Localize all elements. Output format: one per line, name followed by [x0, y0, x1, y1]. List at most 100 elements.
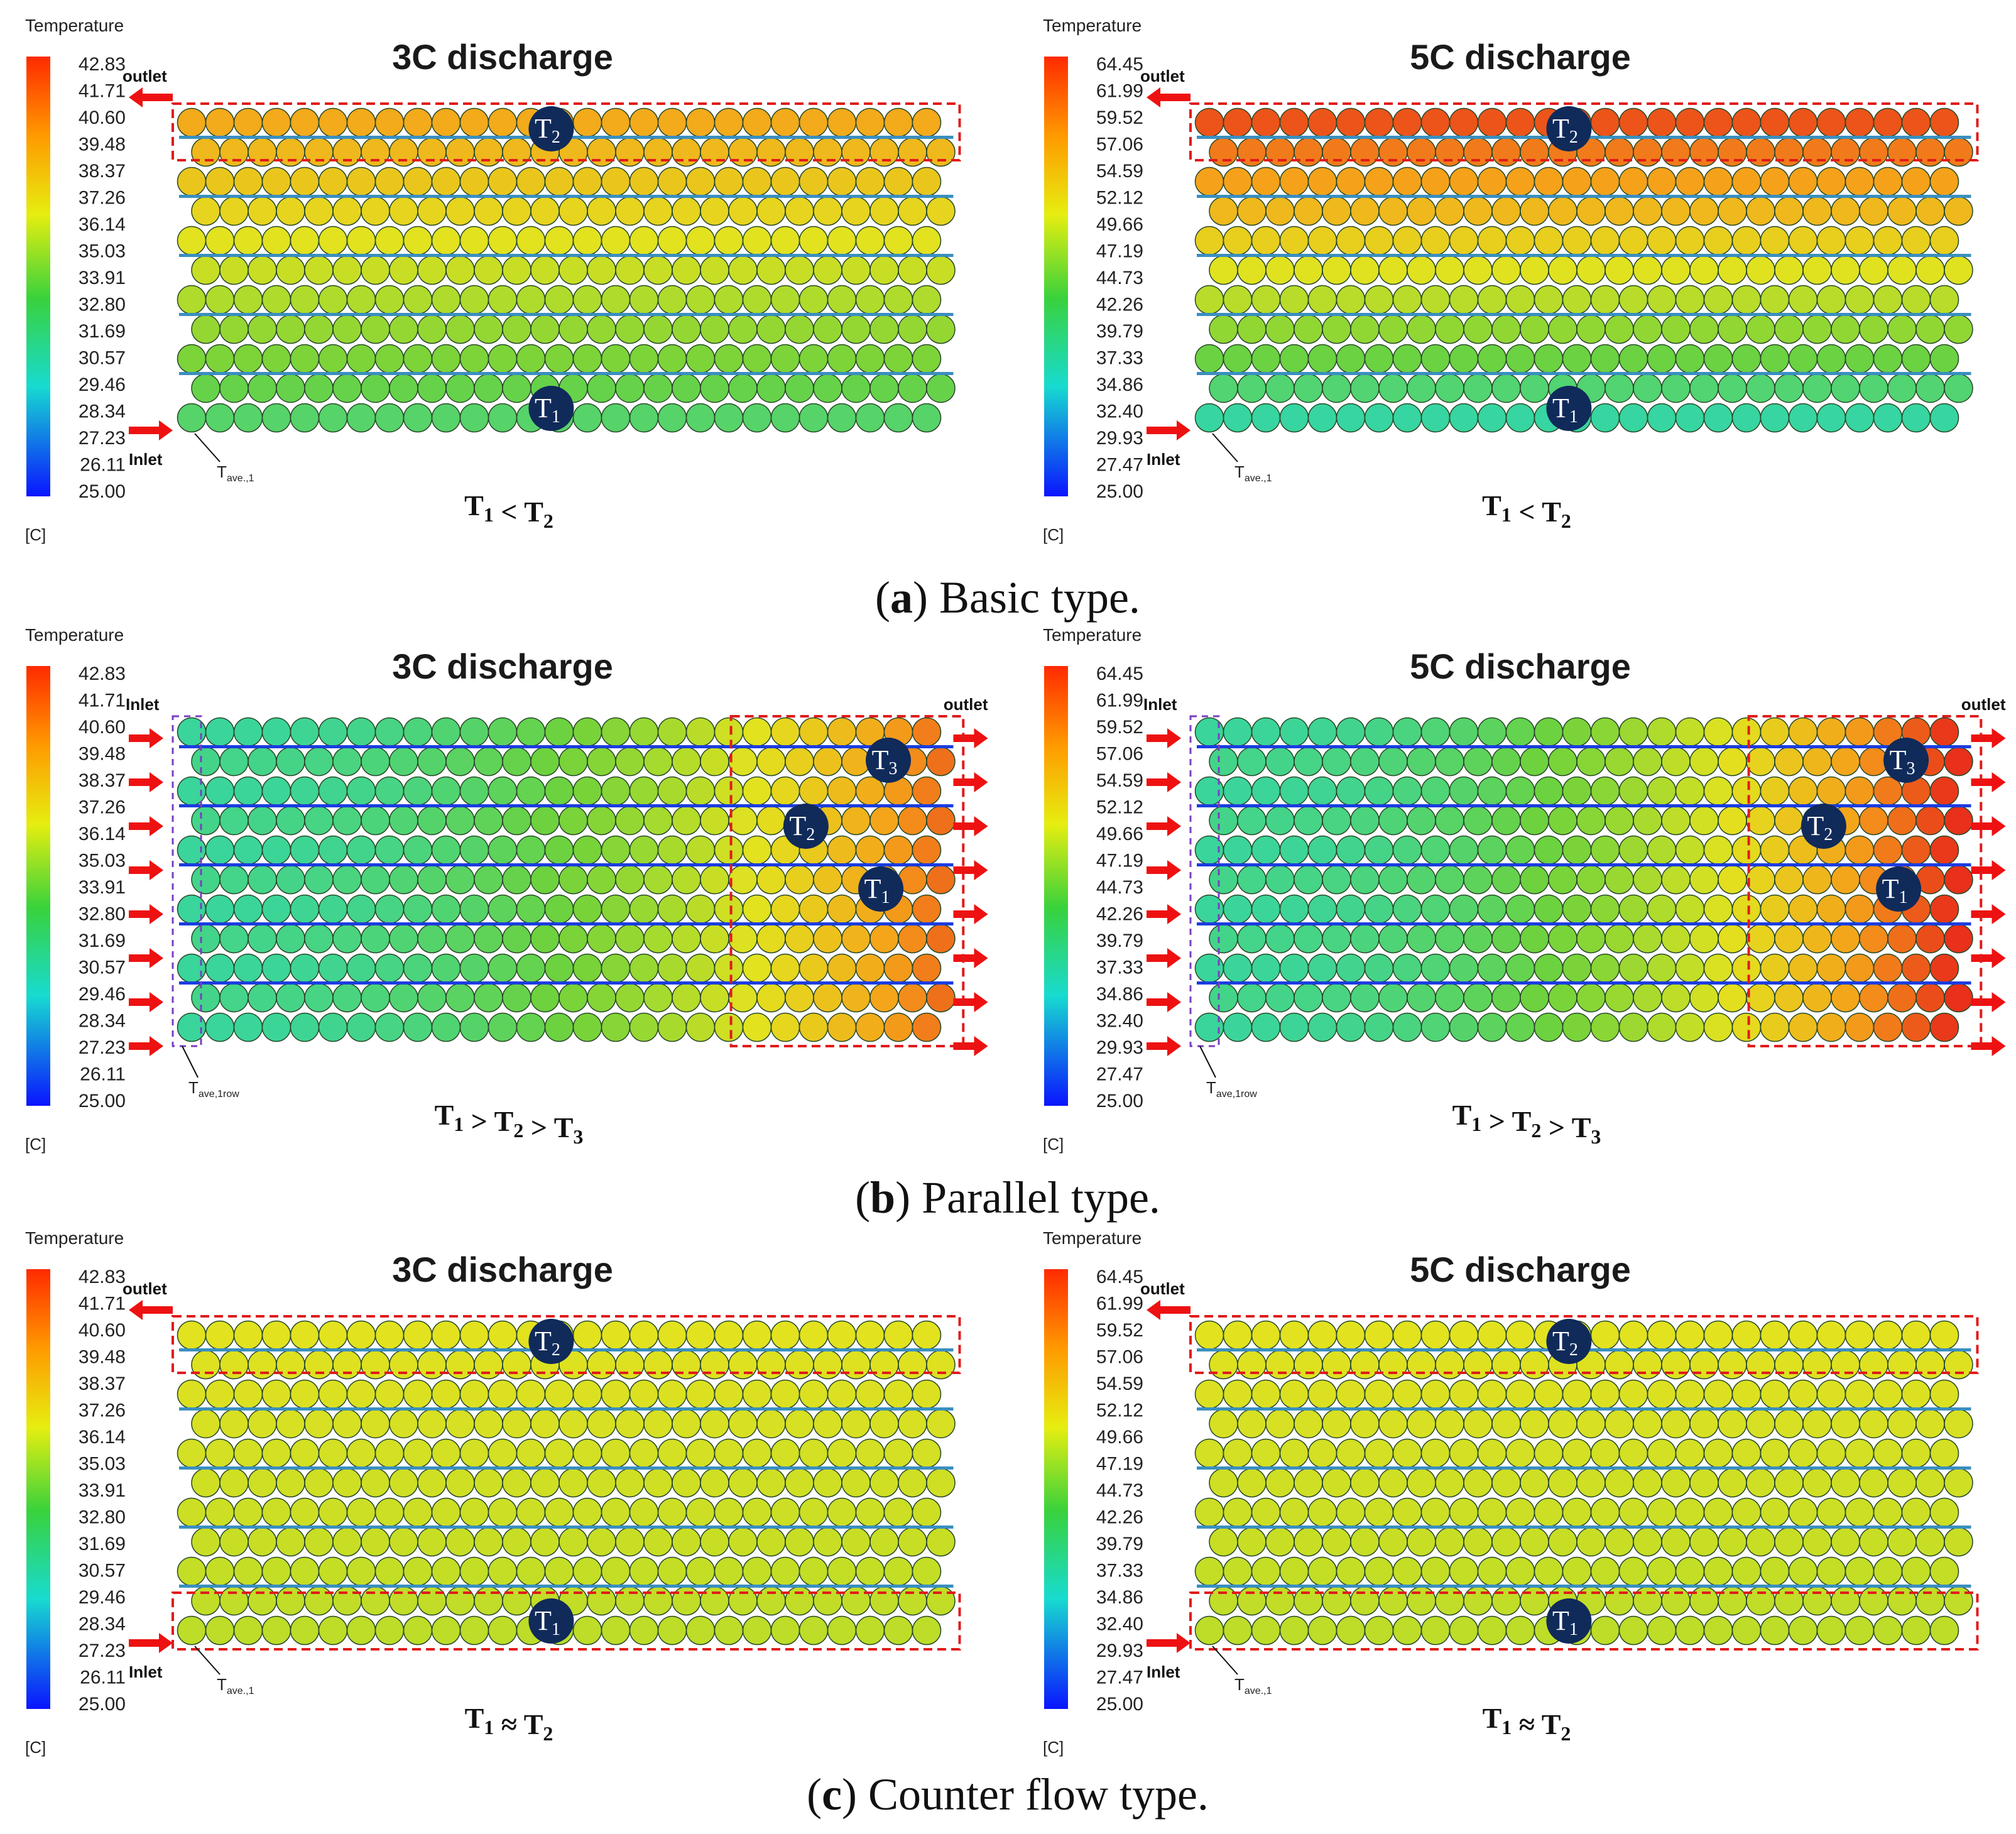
battery-cell	[374, 107, 405, 138]
battery-cell	[1703, 953, 1733, 983]
battery-cell	[1618, 107, 1648, 138]
outlet-arrow	[1971, 992, 2006, 1012]
battery-cell	[1350, 865, 1380, 895]
battery-cell	[1661, 1468, 1691, 1498]
battery-cell	[544, 1556, 574, 1586]
colorbar-tick-label: 42.26	[1096, 1507, 1143, 1528]
battery-cell	[361, 373, 390, 403]
battery-cell	[1859, 196, 1888, 226]
battery-cell	[728, 314, 758, 344]
battery-cell	[1675, 1438, 1705, 1468]
battery-cell	[1915, 1468, 1945, 1498]
battery-cell	[1760, 776, 1790, 806]
battery-cell	[1618, 835, 1648, 865]
battery-cell	[629, 1379, 659, 1409]
battery-cell	[1675, 166, 1705, 197]
battery-cell	[233, 1497, 263, 1527]
battery-cell	[1491, 255, 1521, 285]
battery-cell	[898, 924, 927, 954]
battery-cell	[615, 373, 645, 403]
battery-cell	[191, 924, 221, 954]
colorbar-tick-label: 27.47	[1096, 1668, 1143, 1688]
battery-cell	[1675, 1012, 1705, 1042]
battery-cell	[191, 137, 221, 167]
battery-cell	[1449, 717, 1479, 747]
battery-cell	[1689, 865, 1719, 895]
colorbar-tick-label: 47.19	[1096, 241, 1143, 262]
battery-cell	[629, 226, 659, 256]
battery-cell	[1774, 805, 1804, 836]
battery-cell	[502, 373, 531, 403]
battery-cell	[883, 1320, 913, 1350]
battery-cell	[1816, 1320, 1846, 1350]
battery-cell	[1675, 403, 1705, 433]
battery-cell	[898, 137, 927, 167]
battery-cell	[1760, 1012, 1790, 1042]
battery-cell	[1944, 1468, 1973, 1498]
colorbar-tick-label: 44.73	[1096, 268, 1143, 288]
battery-cell	[629, 1497, 659, 1527]
battery-cell	[1661, 255, 1691, 285]
colorbar-tick-label: 52.12	[1096, 1400, 1143, 1421]
battery-cell	[1915, 314, 1945, 344]
inlet-arrow	[1147, 860, 1181, 880]
battery-cell	[1873, 1497, 1903, 1527]
battery-cell	[855, 1497, 885, 1527]
battery-cell	[1647, 285, 1677, 315]
battery-cell	[742, 166, 772, 197]
battery-cell	[1802, 314, 1832, 344]
battery-cell	[1534, 285, 1564, 315]
battery-cell	[841, 1586, 871, 1616]
battery-cell	[572, 1615, 602, 1646]
battery-cell	[657, 1497, 687, 1527]
battery-cell	[1605, 983, 1634, 1013]
battery-cell	[912, 1497, 942, 1527]
battery-cell	[685, 1615, 716, 1646]
battery-cell	[177, 953, 207, 983]
battery-cell	[516, 717, 546, 747]
battery-cell	[1633, 1527, 1662, 1557]
battery-cell	[615, 865, 645, 895]
battery-cell	[502, 1586, 531, 1616]
battery-cell	[629, 1438, 659, 1468]
battery-cell	[1407, 314, 1436, 344]
battery-cell	[643, 373, 673, 403]
battery-cell	[1929, 107, 1959, 138]
battery-cell	[657, 1556, 687, 1586]
arrow-head	[129, 1300, 143, 1320]
battery-cell	[1774, 137, 1804, 167]
battery-cell	[1322, 1350, 1351, 1380]
battery-cell	[304, 1409, 334, 1439]
battery-cell	[177, 226, 207, 256]
battery-cell	[1703, 1556, 1733, 1586]
battery-cell	[1378, 1350, 1408, 1380]
battery-cell	[1194, 1379, 1224, 1409]
arrow-head	[974, 860, 988, 880]
battery-cell	[544, 835, 574, 865]
battery-cell	[1194, 1615, 1224, 1646]
battery-cell	[374, 403, 405, 433]
battery-cell	[403, 1320, 433, 1350]
battery-cell	[1350, 196, 1380, 226]
battery-cell	[1505, 776, 1535, 806]
battery-cell	[205, 107, 235, 138]
battery-cell	[572, 344, 602, 374]
battery-cell	[855, 1012, 885, 1042]
battery-cell	[1929, 285, 1959, 315]
battery-cell	[898, 255, 927, 285]
battery-cell	[1633, 924, 1662, 954]
battery-cell	[1279, 1012, 1309, 1042]
battery-cell	[798, 1320, 829, 1350]
battery-cell	[798, 403, 829, 433]
battery-cell	[290, 835, 320, 865]
battery-cell	[361, 314, 390, 344]
battery-cell	[219, 196, 249, 226]
battery-cell	[827, 1379, 857, 1409]
battery-cell	[587, 805, 616, 836]
battery-cell	[403, 1379, 433, 1409]
battery-cell	[1929, 717, 1959, 747]
battery-cell	[657, 344, 687, 374]
battery-cell	[898, 1468, 927, 1498]
panel-c-3c: Temperature42.8341.7140.6039.4838.3737.2…	[25, 1228, 961, 1757]
colorbar-tick-label: 32.40	[1096, 401, 1143, 422]
